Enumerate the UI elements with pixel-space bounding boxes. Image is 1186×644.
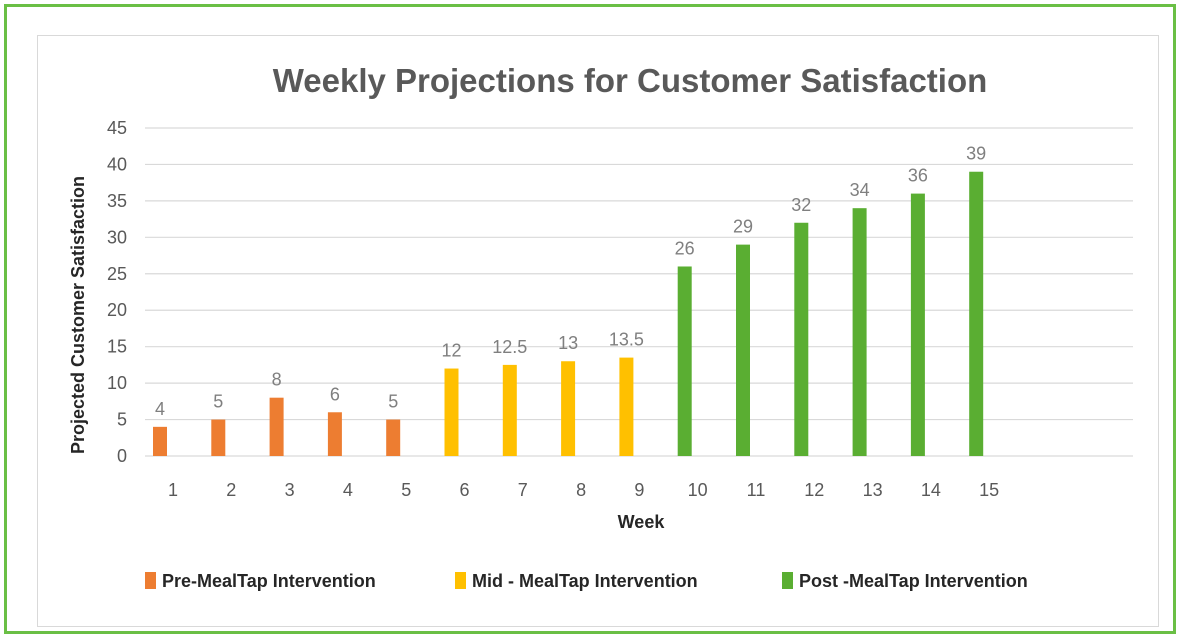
bar: [327, 412, 342, 456]
bar: [677, 266, 692, 456]
bar: [794, 222, 809, 456]
x-tick-label: 10: [688, 480, 708, 500]
y-tick-label: 45: [107, 118, 127, 138]
x-axis-title: Week: [618, 512, 666, 532]
bar: [386, 419, 401, 456]
bar: [153, 426, 167, 456]
x-axis-ticks: 1 2 3 4 5 6 7 8 9 10 11 12 13 14 15: [168, 480, 999, 500]
x-tick-label: 2: [226, 480, 236, 500]
x-tick-label: 14: [921, 480, 941, 500]
bar: [619, 357, 634, 456]
data-label: 39: [966, 144, 986, 164]
y-tick-label: 40: [107, 154, 127, 174]
data-label: 4: [155, 399, 165, 419]
y-tick-label: 5: [117, 410, 127, 430]
data-labels: 4 5 8 6 5 12 12.5 13 13.5 26 29 32 34 36 39: [155, 144, 986, 419]
data-label: 8: [272, 370, 282, 390]
legend-item: Mid - MealTap Intervention: [455, 571, 698, 591]
bar: [269, 397, 284, 456]
data-label: 13.5: [609, 330, 644, 350]
data-label: 13: [558, 333, 578, 353]
data-label: 5: [213, 392, 223, 412]
legend-swatch: [145, 572, 156, 589]
gridlines: [145, 127, 1133, 457]
bar: [211, 419, 226, 456]
legend-item: Post -MealTap Intervention: [782, 571, 1028, 591]
data-label: 29: [733, 217, 753, 237]
legend-label: Mid - MealTap Intervention: [472, 571, 698, 591]
y-axis-title: Projected Customer Satisfaction: [68, 176, 88, 454]
bar: [561, 361, 576, 456]
y-tick-label: 25: [107, 264, 127, 284]
bar: [502, 364, 517, 456]
y-tick-label: 10: [107, 373, 127, 393]
x-tick-label: 9: [634, 480, 644, 500]
chart-title: Weekly Projections for Customer Satisfac…: [273, 62, 988, 99]
x-tick-label: 15: [979, 480, 999, 500]
x-tick-label: 1: [168, 480, 178, 500]
x-tick-label: 4: [343, 480, 353, 500]
data-label: 6: [330, 384, 340, 404]
bars: [153, 171, 984, 456]
data-label: 12.5: [492, 337, 527, 357]
legend-label: Post -MealTap Intervention: [799, 571, 1028, 591]
data-label: 12: [441, 341, 461, 361]
x-tick-label: 3: [285, 480, 295, 500]
legend-item: Pre-MealTap Intervention: [145, 571, 376, 591]
bar: [969, 171, 984, 456]
x-tick-label: 6: [459, 480, 469, 500]
data-label: 34: [850, 180, 870, 200]
x-tick-label: 12: [804, 480, 824, 500]
y-axis-ticks: 0 5 10 15 20 25 30 35 40 45: [107, 118, 127, 466]
chart-area: [37, 35, 1159, 627]
x-tick-label: 13: [863, 480, 883, 500]
bar: [852, 208, 867, 456]
y-tick-label: 35: [107, 191, 127, 211]
bar: [444, 368, 459, 456]
data-label: 26: [675, 238, 695, 258]
legend-swatch: [782, 572, 793, 589]
data-label: 32: [791, 195, 811, 215]
bar: [736, 244, 750, 456]
y-tick-label: 15: [107, 337, 127, 357]
x-tick-label: 8: [576, 480, 586, 500]
x-tick-label: 7: [518, 480, 528, 500]
legend-label: Pre-MealTap Intervention: [162, 571, 376, 591]
bar: [910, 193, 925, 456]
x-tick-label: 5: [401, 480, 411, 500]
data-label: 36: [908, 166, 928, 186]
legend-swatch: [455, 572, 466, 589]
y-tick-label: 30: [107, 227, 127, 247]
y-tick-label: 20: [107, 300, 127, 320]
data-label: 5: [388, 392, 398, 412]
x-tick-label: 11: [747, 480, 766, 500]
y-tick-label: 0: [117, 446, 127, 466]
legend: Pre-MealTap Intervention Mid - MealTap In…: [145, 571, 1028, 591]
